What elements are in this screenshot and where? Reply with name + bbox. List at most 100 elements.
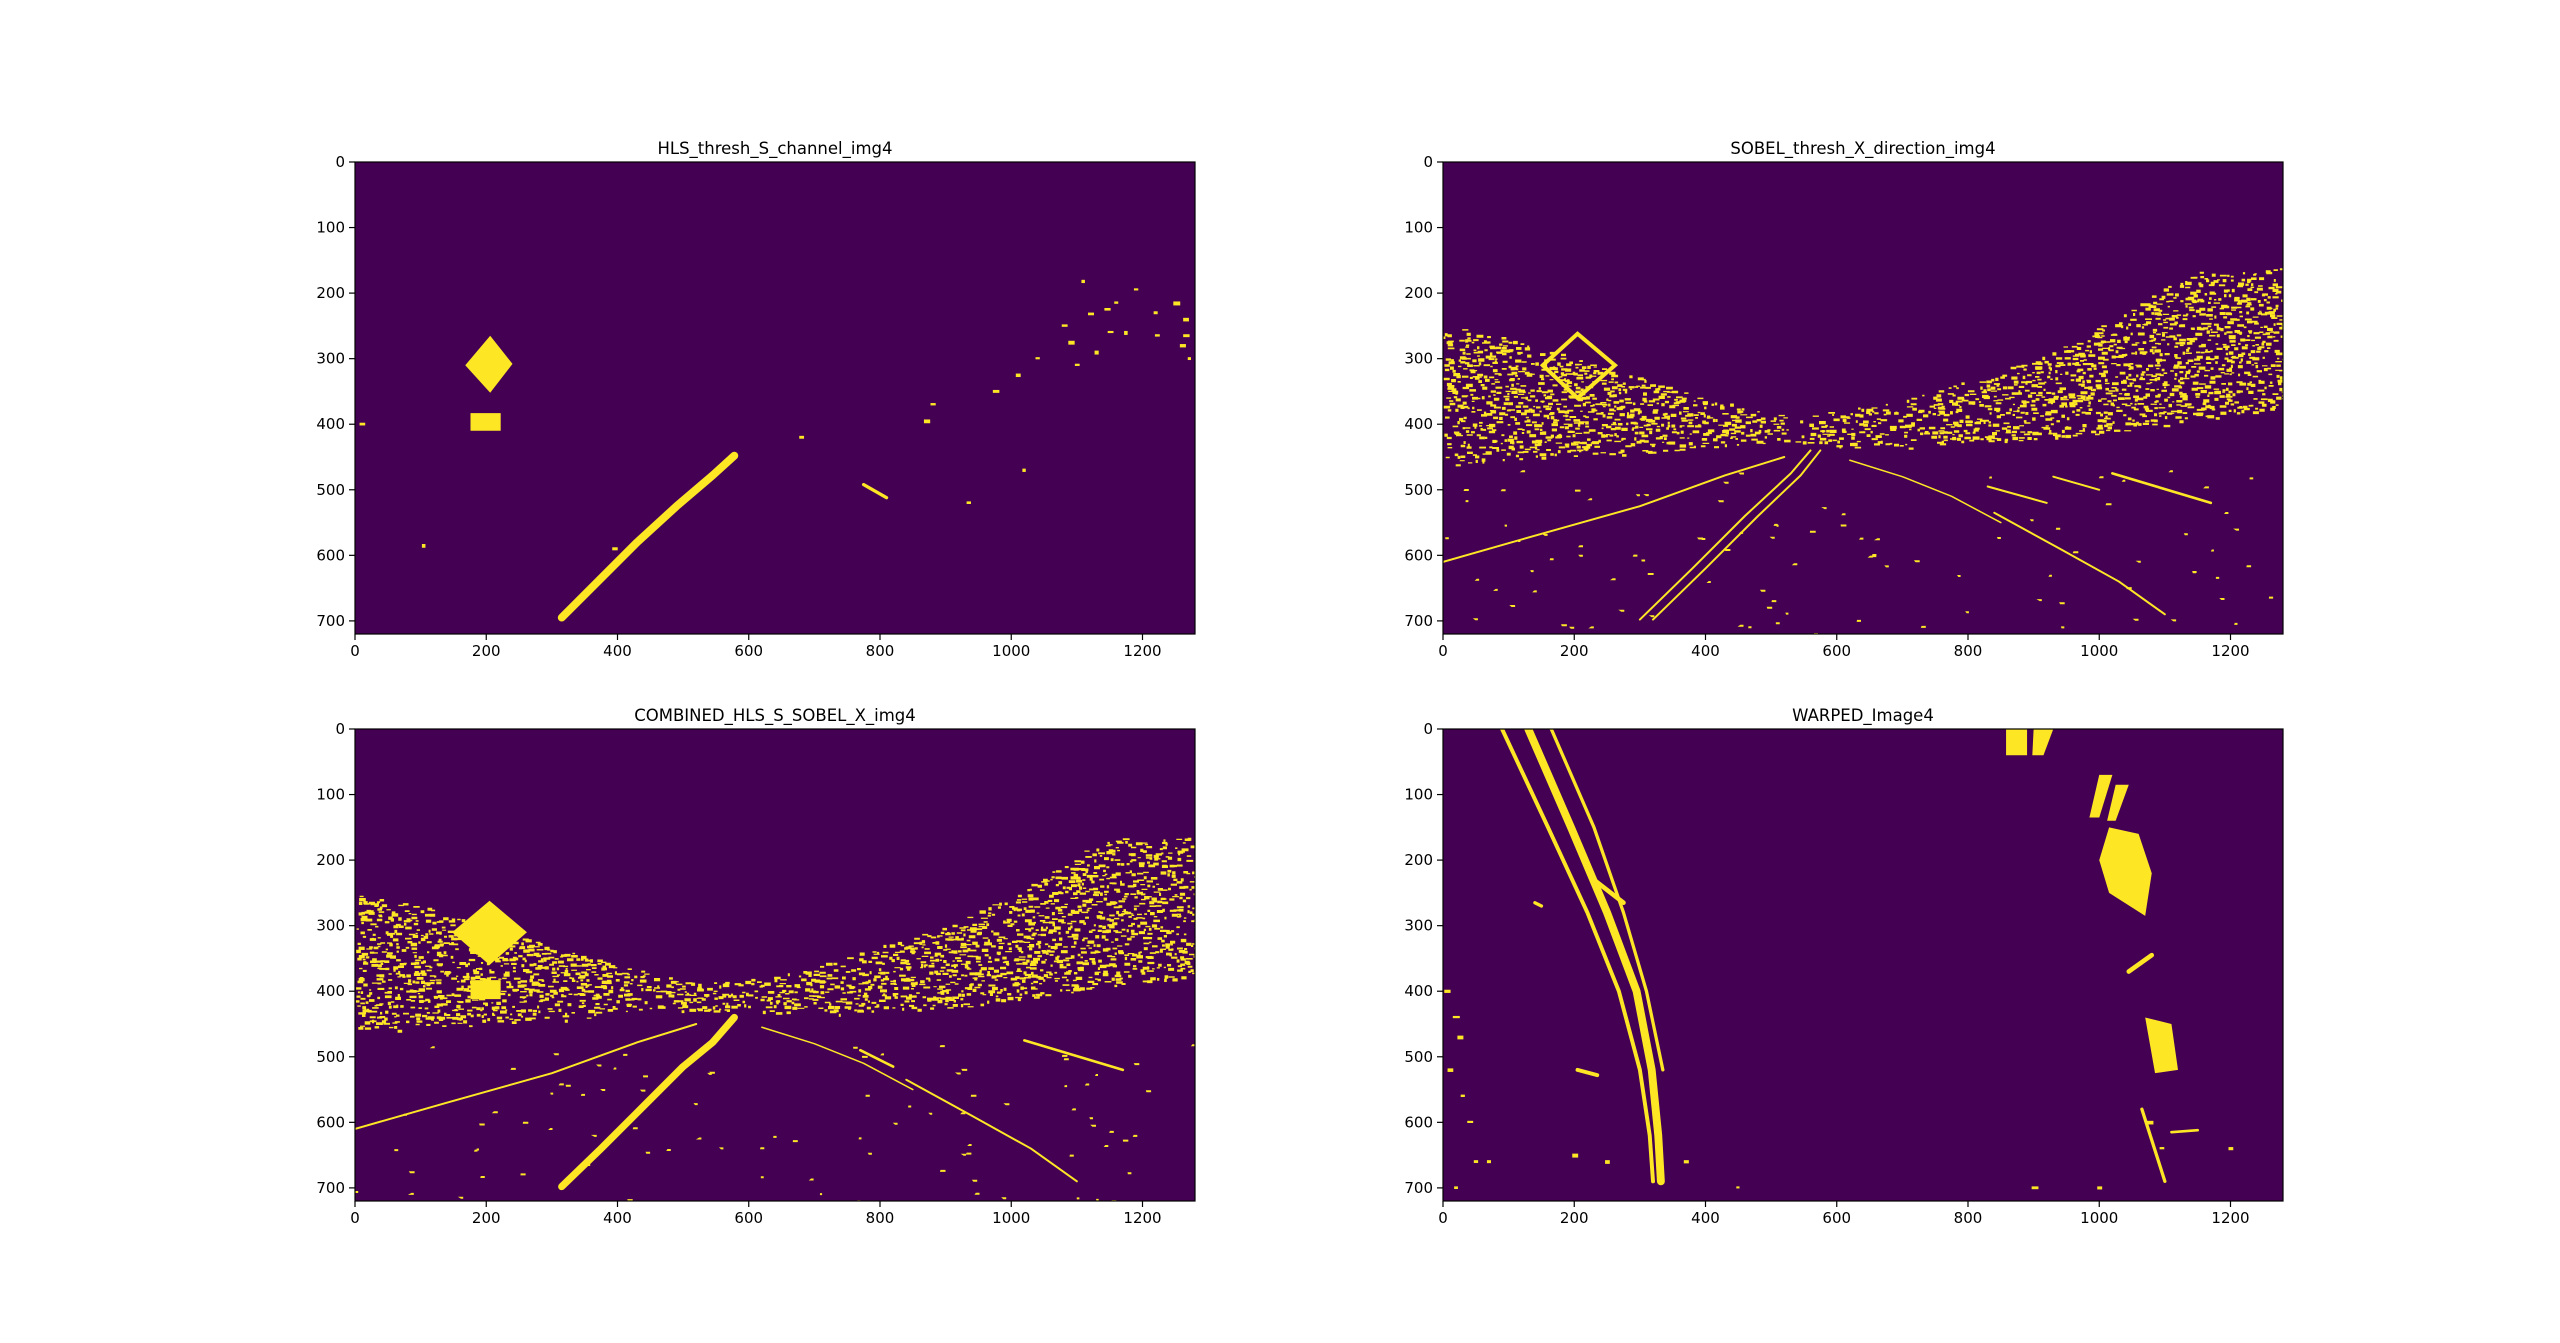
image-background — [1443, 162, 2283, 634]
lane-line — [1652, 449, 1822, 621]
speckle — [2146, 1120, 2154, 1125]
speckle — [1454, 1186, 1458, 1190]
image-content — [1444, 729, 2234, 1190]
speckle — [930, 403, 936, 406]
speckle — [1153, 311, 1158, 315]
panel-sobel-thresh: SOBEL_thresh_X_direction_img4 0 200 400 600… — [1404, 139, 2284, 660]
x-tick-label: 400 — [1691, 642, 1720, 660]
y-tick-label: 700 — [1404, 1179, 1433, 1197]
y-tick-label: 400 — [316, 982, 345, 1000]
lane-line — [557, 451, 739, 622]
lane-line — [1849, 459, 2002, 524]
lane-line — [1638, 449, 1812, 621]
y-tick-label: 100 — [316, 219, 345, 237]
x-tick-label: 400 — [603, 1209, 632, 1227]
y-tick-label: 200 — [316, 284, 345, 302]
speckle — [1068, 340, 1075, 345]
mask-region — [1539, 331, 1619, 401]
speckle — [1107, 330, 1114, 334]
speckle — [421, 544, 426, 548]
panel-warped: WARPED_Image4 0 200 400 600 800 1000 1200 0 100 2… — [1404, 706, 2284, 1227]
x-tick-label: 600 — [1822, 1209, 1851, 1227]
x-tick-label: 0 — [1438, 1209, 1448, 1227]
y-tick-label: 700 — [1404, 612, 1433, 630]
speckle — [1104, 308, 1111, 311]
y-tick-label: 400 — [316, 415, 345, 433]
speckle — [1015, 373, 1021, 378]
x-tick-label: 1000 — [2080, 642, 2118, 660]
mask-region — [452, 900, 527, 965]
axes-frame — [354, 161, 1196, 635]
image-content — [359, 279, 1191, 622]
lane-line — [2111, 472, 2213, 505]
speckle — [2159, 1147, 2165, 1150]
y-tick-label: 500 — [316, 1048, 345, 1066]
speckle — [1486, 1160, 1492, 1164]
panel-hls-thresh: HLS_thresh_S_channel_img4 0 200 400 600 800 1… — [316, 139, 1196, 660]
y-tick-label: 300 — [1404, 917, 1433, 935]
x-tick-label: 800 — [1954, 642, 1983, 660]
y-tick-label: 600 — [1404, 1113, 1433, 1131]
y-tick-label: 100 — [1404, 786, 1433, 804]
speckle — [923, 419, 931, 424]
x-tick-label: 1200 — [1123, 642, 1161, 660]
speckle — [1452, 1015, 1460, 1019]
speckle — [1074, 363, 1080, 366]
axes-frame — [1442, 161, 2284, 635]
image-background — [1443, 729, 2283, 1201]
lane-line — [1591, 877, 1626, 906]
speckle — [2097, 1186, 2103, 1190]
y-tick-label: 400 — [1404, 982, 1433, 1000]
y-tick-label: 0 — [1423, 153, 1433, 171]
lane-line — [861, 482, 889, 500]
speckle — [1473, 1160, 1479, 1163]
x-tick-label: 400 — [603, 642, 632, 660]
y-tick-label: 300 — [316, 350, 345, 368]
speckle — [1183, 334, 1190, 338]
x-tick-label: 800 — [1954, 1209, 1983, 1227]
speckle — [1444, 989, 1451, 993]
x-tick-label: 200 — [472, 1209, 501, 1227]
speckle — [1467, 1120, 1474, 1123]
x-tick-label: 1200 — [2211, 642, 2249, 660]
mask-region — [2089, 774, 2113, 818]
lane-line — [1533, 901, 1544, 908]
mask-region — [2032, 729, 2054, 756]
x-tick-label: 400 — [1691, 1209, 1720, 1227]
speckle — [1572, 1153, 1579, 1158]
lane-line — [1993, 511, 2166, 616]
speckle — [992, 389, 1000, 393]
mask-region — [465, 335, 513, 393]
axes-frame — [1442, 728, 2284, 1202]
speckle — [1133, 288, 1139, 291]
speckle — [1022, 468, 1026, 472]
mask-region — [2107, 784, 2129, 821]
x-tick-label: 1000 — [992, 642, 1030, 660]
x-tick-label: 1200 — [1123, 1209, 1161, 1227]
lane-line — [2126, 952, 2155, 974]
speckle — [1088, 312, 1094, 316]
y-tick-label: 600 — [1404, 546, 1433, 564]
x-tick-label: 0 — [1438, 642, 1448, 660]
speckle — [1035, 357, 1040, 360]
x-tick-label: 1200 — [2211, 1209, 2249, 1227]
speckle — [1460, 1094, 1465, 1097]
x-tick-label: 0 — [350, 642, 360, 660]
y-tick-label: 400 — [1404, 415, 1433, 433]
y-tick-label: 600 — [316, 546, 345, 564]
mask-region — [2099, 827, 2152, 916]
y-tick-label: 0 — [335, 153, 345, 171]
lane-line — [1524, 729, 1665, 1186]
mask-region — [470, 413, 501, 431]
speckle — [1081, 279, 1085, 284]
lane-line — [355, 1023, 698, 1130]
y-tick-label: 700 — [316, 612, 345, 630]
x-tick-label: 800 — [866, 1209, 895, 1227]
speckle — [799, 435, 805, 439]
y-tick-label: 0 — [335, 720, 345, 738]
speckle — [1173, 301, 1181, 306]
speckle — [2228, 1147, 2234, 1151]
x-tick-label: 600 — [734, 642, 763, 660]
speckle — [1183, 317, 1189, 322]
